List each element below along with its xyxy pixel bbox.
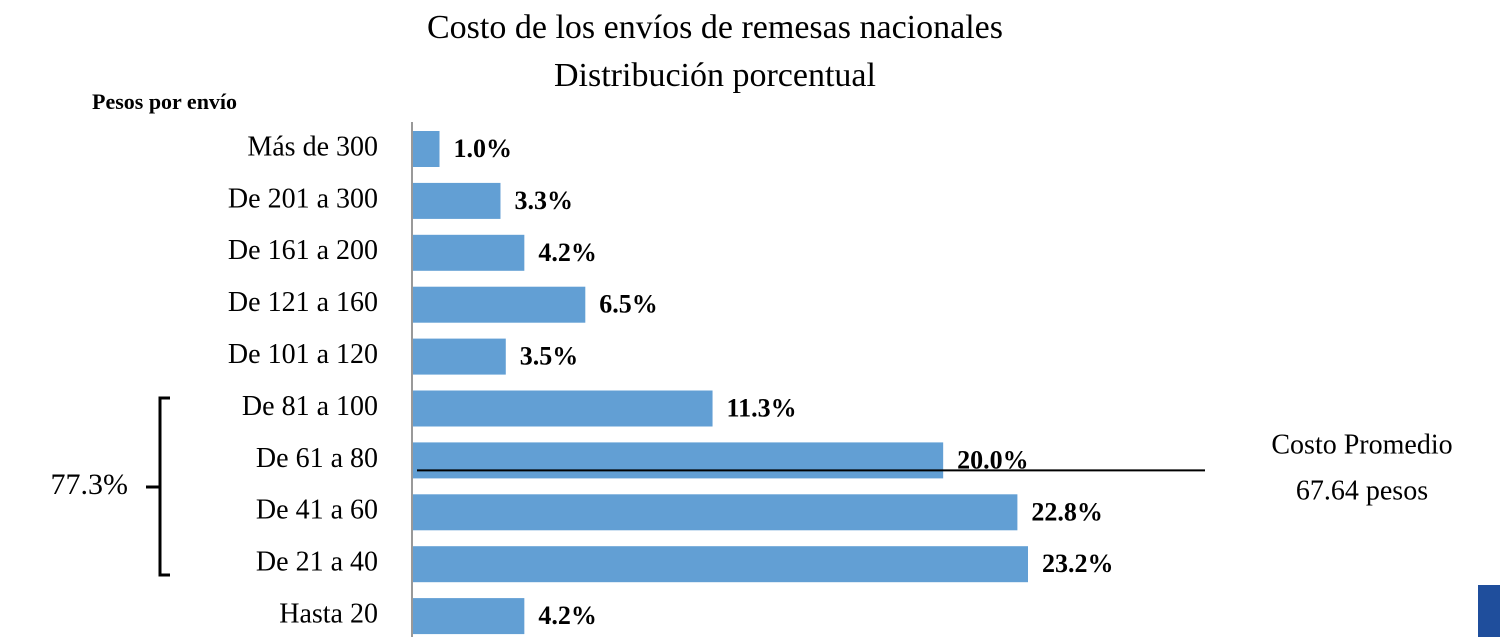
logo-fragment [1478,585,1500,637]
data-label: 3.5% [520,342,579,371]
bar [413,546,1028,583]
bar [413,234,525,271]
data-label: 23.2% [1042,549,1114,578]
bar [413,131,440,167]
y-tick-label: De 41 a 60 [256,495,378,526]
chart-subtitle: Distribución porcentual [554,57,876,94]
data-label: 3.3% [514,186,573,215]
bar [413,338,506,375]
bracket [146,396,170,577]
bracket-label: 77.3% [51,468,129,501]
bar [413,442,944,479]
average-label: Costo Promedio [1271,429,1452,460]
bar [413,286,586,323]
y-tick-label: De 21 a 40 [256,547,378,578]
chart-title: Costo de los envíos de remesas nacionale… [427,9,1003,46]
average-label: 67.64 pesos [1296,475,1428,506]
y-tick-label: Más de 300 [247,131,378,162]
y-tick-label: De 81 a 100 [242,391,378,422]
bar [413,390,713,427]
data-label: 4.2% [538,601,597,630]
y-tick-label: De 161 a 200 [228,235,378,266]
bar [413,598,525,635]
data-label: 4.2% [538,238,597,267]
y-tick-label: De 61 a 80 [256,443,378,474]
y-tick-label: Hasta 20 [279,599,378,630]
y-tick-label: De 201 a 300 [228,183,378,214]
y-tick-label: De 101 a 120 [228,339,378,370]
data-label: 22.8% [1031,497,1103,526]
y-axis-label: Pesos por envío [92,89,237,114]
bar [413,182,501,219]
data-label: 6.5% [599,290,658,319]
bar [413,494,1018,531]
y-tick-label: De 121 a 160 [228,287,378,318]
data-label: 1.0% [454,134,513,163]
data-label: 11.3% [727,393,797,422]
